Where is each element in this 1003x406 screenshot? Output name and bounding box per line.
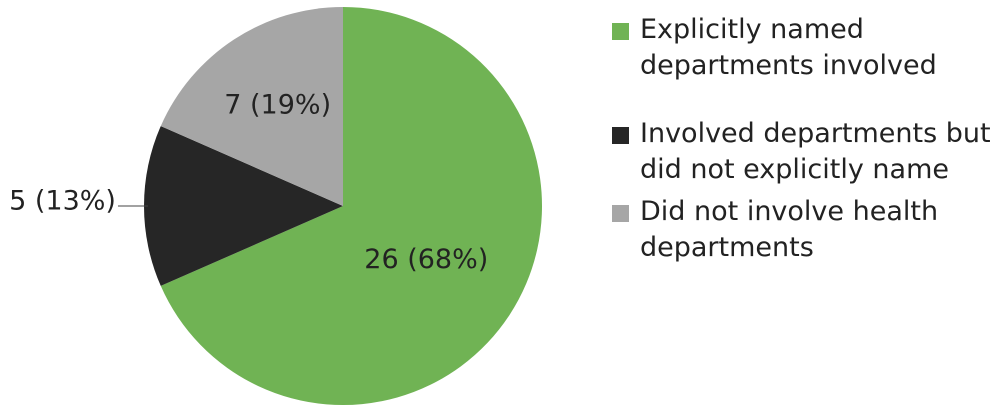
legend-item: Did not involve health departments xyxy=(610,194,1000,266)
legend-label: Involved departments but did not explici… xyxy=(640,118,991,185)
legend-label: Explicitly named departments involved xyxy=(640,14,937,81)
pie-area: 26 (68%) 5 (13%) 7 (19%) xyxy=(9,7,542,405)
legend-swatch xyxy=(612,127,629,144)
data-label: 5 (13%) xyxy=(9,186,116,217)
legend-swatch xyxy=(612,23,629,40)
pie-slice xyxy=(143,126,343,286)
legend-label: Did not involve health departments xyxy=(640,196,939,263)
legend-item: Involved departments but did not explici… xyxy=(610,116,1000,188)
pie-slice xyxy=(160,7,542,405)
data-label: 26 (68%) xyxy=(364,244,488,275)
data-label: 7 (19%) xyxy=(224,90,331,121)
legend-item: Explicitly named departments involved xyxy=(610,12,1000,84)
legend-swatch xyxy=(612,205,629,222)
legend: Explicitly named departments involved Inv… xyxy=(610,12,1000,298)
pie-slice xyxy=(160,7,343,206)
